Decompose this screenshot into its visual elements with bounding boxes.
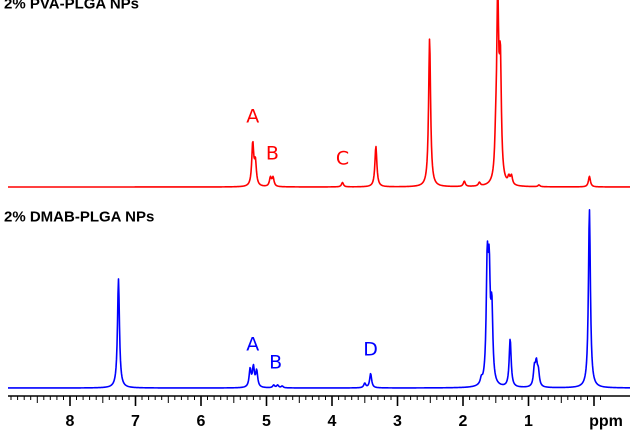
peak-label: D bbox=[363, 339, 378, 361]
tick-label: 5 bbox=[262, 413, 271, 430]
tick-label: 2 bbox=[459, 413, 468, 430]
x-axis-unit-label: ppm bbox=[589, 413, 623, 430]
tick-label: 1 bbox=[524, 413, 533, 430]
tick-label: 7 bbox=[131, 413, 140, 430]
chart-title-pva: 2% PVA-PLGA NPs bbox=[4, 0, 139, 12]
peak-label: A bbox=[246, 106, 259, 128]
tick-label: 6 bbox=[197, 413, 206, 430]
tick-label: 8 bbox=[66, 413, 75, 430]
spectrum-trace bbox=[7, 209, 630, 389]
peak-label: B bbox=[266, 143, 279, 165]
peak-label: B bbox=[269, 351, 282, 373]
tick-label: 3 bbox=[393, 413, 402, 430]
spectrum-dmab: AB D bbox=[7, 209, 630, 389]
spectrum-trace bbox=[7, 0, 630, 188]
peak-label: A bbox=[246, 334, 259, 356]
spectrum-pva: AB C bbox=[7, 0, 630, 188]
peak-label: C bbox=[336, 148, 349, 170]
chart-title-dmab: 2% DMAB-PLGA NPs bbox=[4, 208, 154, 225]
tick-label: 4 bbox=[328, 413, 337, 430]
x-axis-tick-labels: 8 7 6 5 4 3 2 1 bbox=[66, 413, 534, 430]
x-axis-ticks bbox=[10, 396, 601, 406]
